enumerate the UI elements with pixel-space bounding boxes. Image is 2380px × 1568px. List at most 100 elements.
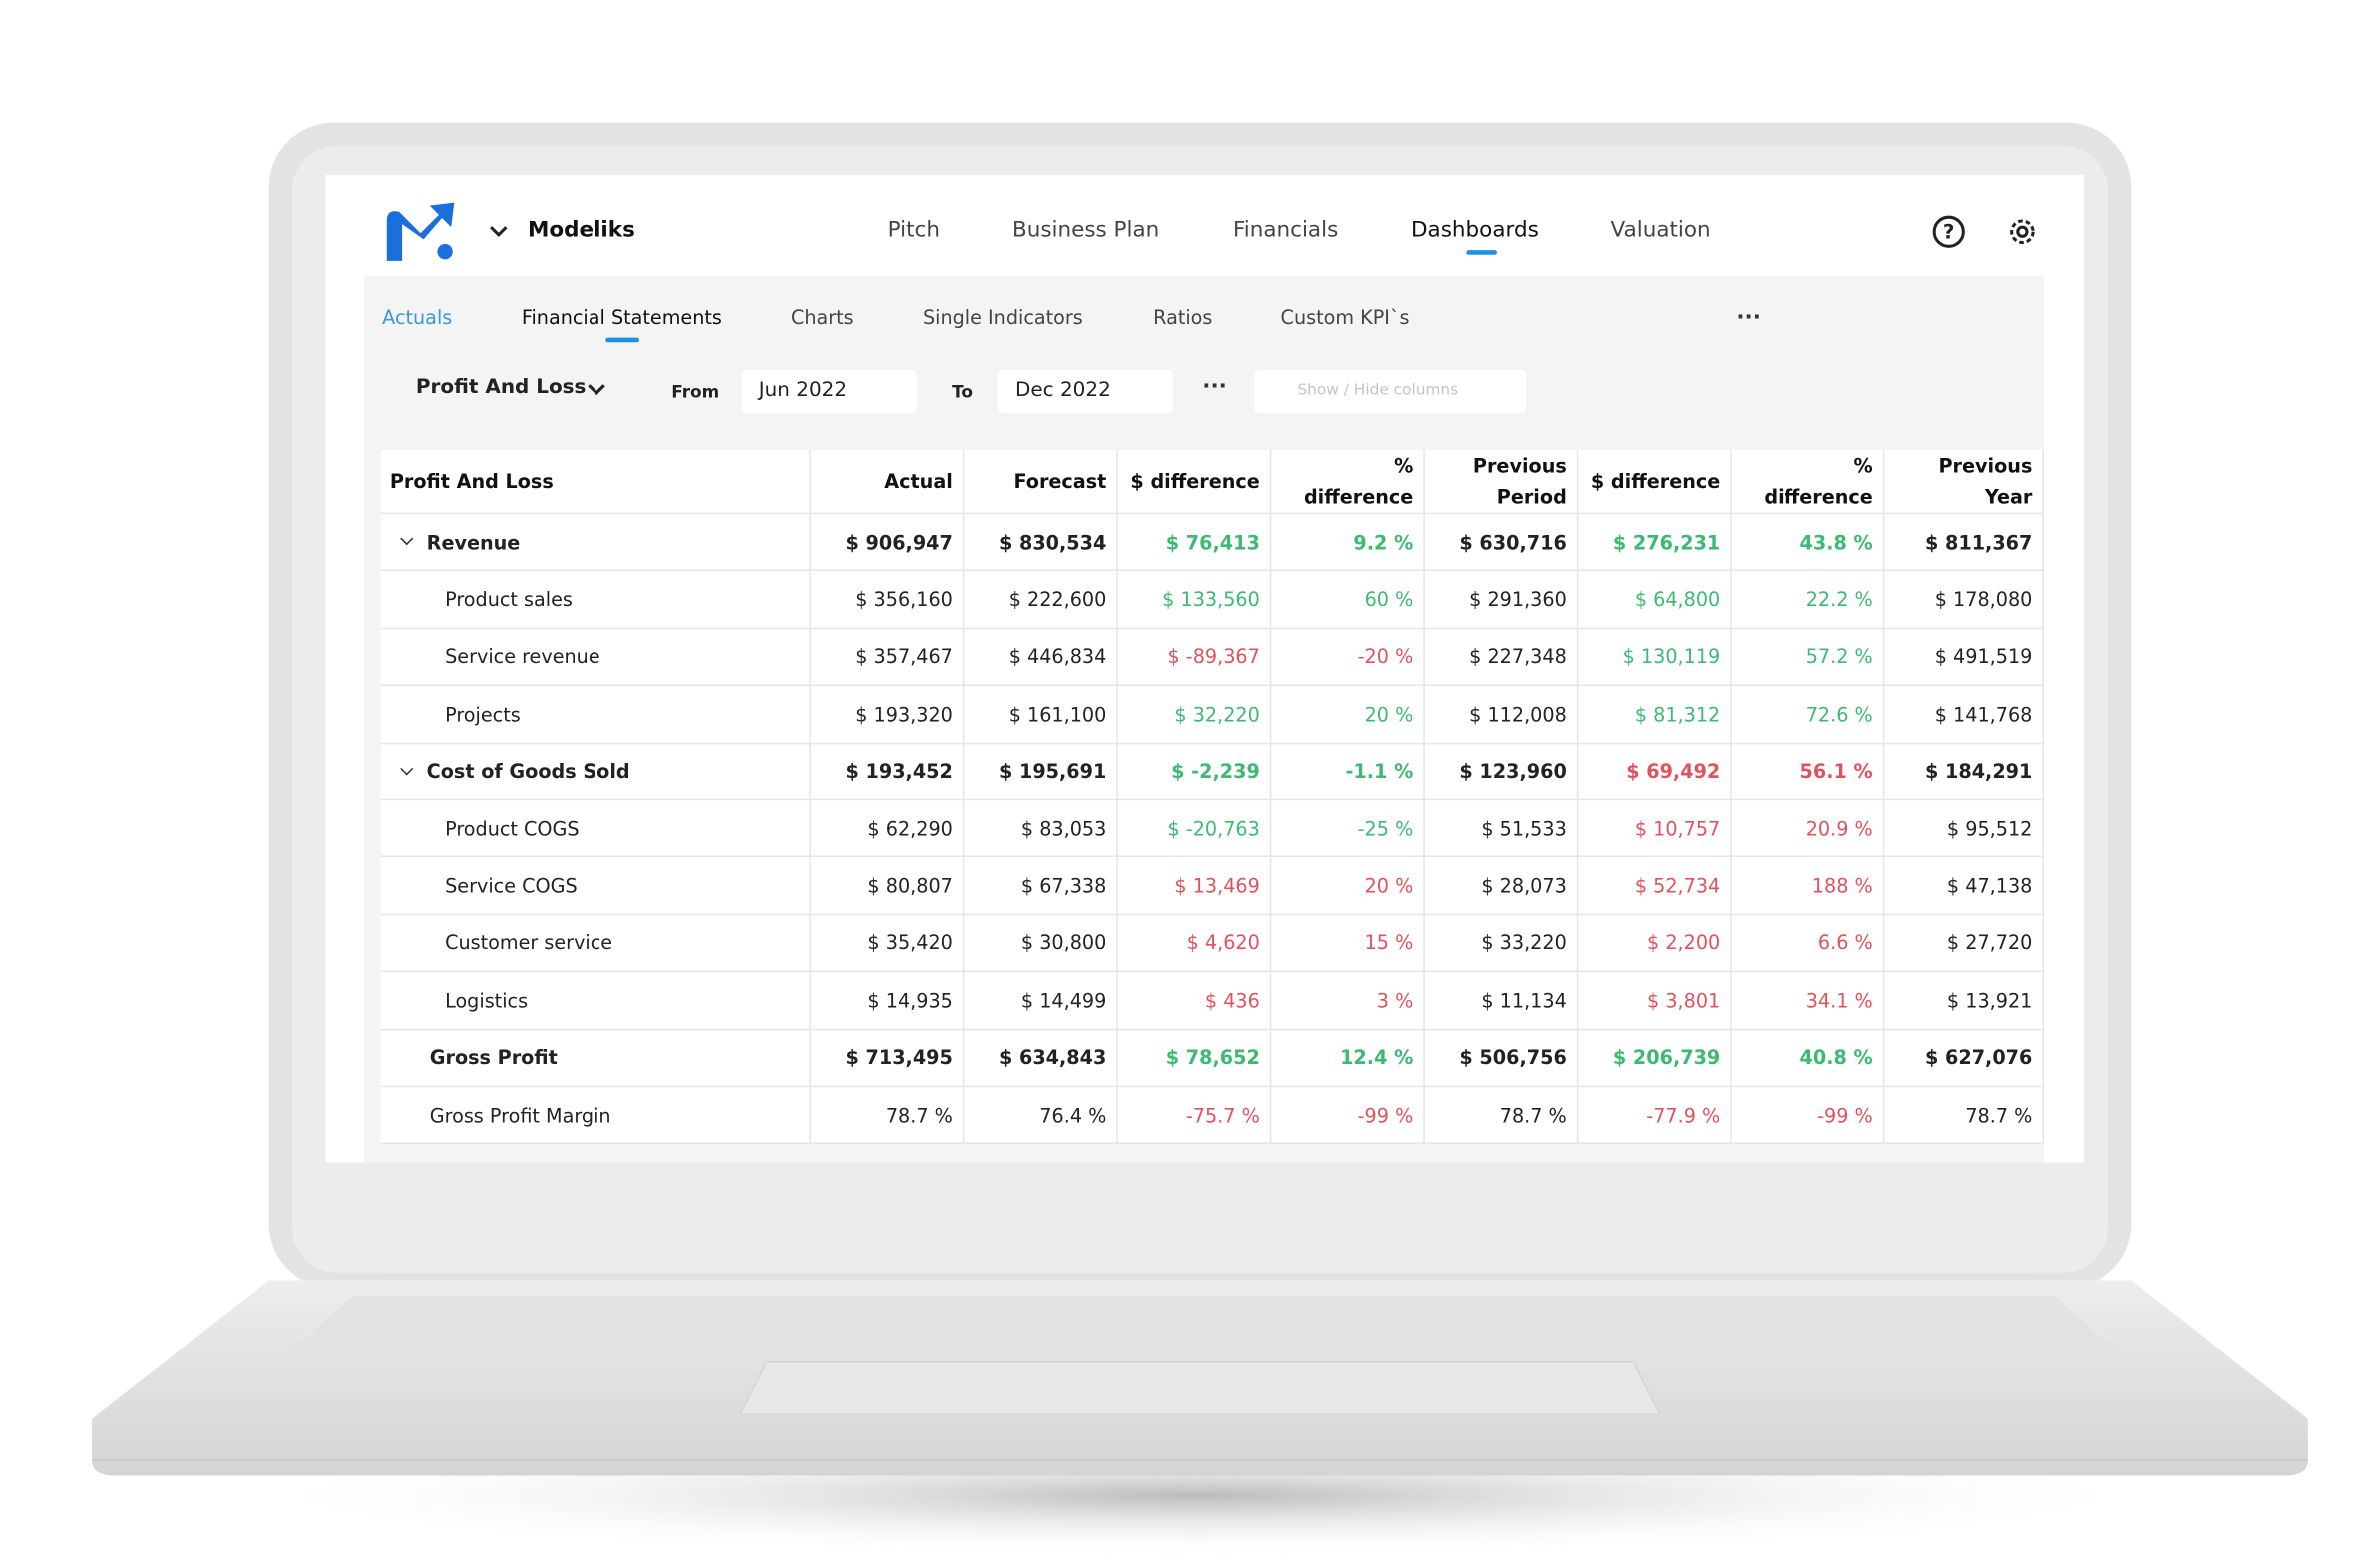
value-cell: 20 % — [1269, 685, 1425, 744]
value-cell: $ 11,134 — [1423, 971, 1578, 1030]
value-cell: $ 35,420 — [809, 914, 964, 973]
to-input[interactable] — [998, 369, 1174, 413]
logo — [386, 202, 455, 261]
row-label: Logistics — [445, 988, 529, 1012]
value-cell: $ 630,716 — [1423, 513, 1578, 572]
value-cell: $ 446,834 — [962, 628, 1118, 687]
value-cell: 72.6 % — [1730, 685, 1884, 744]
sub-tab[interactable]: Charts — [790, 305, 854, 329]
value-cell: $ 81,312 — [1576, 685, 1732, 744]
value-cell: $ 811,367 — [1882, 513, 2044, 572]
expand-chevron[interactable] — [400, 761, 414, 775]
row-label-cell: Product COGS — [380, 799, 811, 858]
row-label-cell: Gross Profit Margin — [380, 1086, 811, 1145]
value-cell: $ 64,800 — [1576, 570, 1732, 629]
value-cell: $ 184,291 — [1882, 742, 2044, 801]
value-cell: $ 33,220 — [1423, 914, 1578, 973]
value-cell: $ 193,452 — [809, 742, 964, 801]
nav-item[interactable]: Dashboards — [1411, 217, 1539, 243]
value-cell: $ 178,080 — [1882, 570, 2044, 629]
pl-table: Profit And Loss Actual Forecast $ differenc… — [380, 449, 2044, 1145]
row-label-cell: Service COGS — [380, 856, 811, 915]
nav-item[interactable]: Financials — [1232, 217, 1339, 243]
expand-chevron[interactable] — [400, 532, 414, 546]
sub-tab[interactable]: Single Indicators — [922, 305, 1083, 329]
value-cell: $ 222,600 — [962, 570, 1118, 629]
value-cell: -1.1 % — [1269, 742, 1425, 801]
value-cell: $ 291,360 — [1423, 570, 1578, 629]
columns-button-label[interactable]: Show / Hide columns — [1297, 382, 1459, 400]
brand-chevron[interactable] — [488, 221, 509, 242]
table-row: Service revenue $ 357,467 $ 446,834 $ -89,3… — [380, 628, 2044, 687]
sub-tab[interactable]: Actuals — [382, 305, 453, 329]
value-cell: -99 % — [1730, 1086, 1884, 1145]
value-cell: $ 193,320 — [809, 685, 964, 744]
value-cell: $ 3,801 — [1576, 971, 1732, 1030]
value-cell: $ 2,200 — [1576, 914, 1732, 973]
more-tabs[interactable]: ··· — [1736, 305, 1761, 330]
row-label-cell: Logistics — [380, 971, 811, 1030]
value-cell: $ 27,720 — [1882, 914, 2044, 973]
row-label-cell: Gross Profit — [380, 1028, 811, 1088]
value-cell: $ 227,348 — [1423, 628, 1578, 687]
value-cell: -99 % — [1269, 1086, 1425, 1145]
value-cell: $ 80,807 — [809, 856, 964, 915]
value-cell: $ 130,119 — [1576, 628, 1732, 687]
value-cell: $ 436 — [1116, 971, 1271, 1030]
sub-tab[interactable]: Custom KPI`s — [1280, 305, 1410, 329]
value-cell: 60 % — [1269, 570, 1425, 629]
value-cell: 56.1 % — [1730, 742, 1884, 801]
tab-underline — [605, 337, 640, 343]
row-label: Service COGS — [445, 873, 578, 897]
row-label: Customer service — [445, 931, 613, 955]
settings-icon[interactable] — [2006, 215, 2040, 249]
value-cell: $ 276,231 — [1576, 513, 1732, 572]
table-row: Customer service $ 35,420 $ 30,800 $ 4,620 1… — [380, 914, 2044, 973]
from-input[interactable] — [741, 369, 917, 413]
value-cell: $ 634,843 — [962, 1028, 1118, 1088]
value-cell: $ -89,367 — [1116, 628, 1271, 687]
row-label-cell: Projects — [380, 685, 811, 744]
value-cell: $ 713,495 — [809, 1028, 964, 1088]
column-header: Forecast — [962, 449, 1118, 515]
value-cell: 20.9 % — [1730, 799, 1884, 858]
nav-item[interactable]: Pitch — [887, 217, 940, 243]
row-label-cell: Customer service — [380, 914, 811, 973]
sub-tab[interactable]: Ratios — [1153, 305, 1213, 329]
value-cell: 6.6 % — [1730, 914, 1884, 973]
table-row: Service COGS $ 80,807 $ 67,338 $ 13,469 20 %… — [380, 856, 2044, 915]
nav-item[interactable]: Valuation — [1610, 217, 1711, 243]
value-cell: 15 % — [1269, 914, 1425, 973]
column-header: Actual — [809, 449, 964, 515]
value-cell: $ 13,921 — [1882, 971, 2044, 1030]
row-label-cell: Product sales — [380, 570, 811, 629]
nav-underline — [1466, 250, 1497, 255]
column-header: $ difference — [1116, 449, 1271, 515]
value-cell: $ 491,519 — [1882, 628, 2044, 687]
column-header: % difference — [1269, 449, 1425, 515]
report-chevron[interactable] — [586, 379, 606, 400]
value-cell: -75.7 % — [1116, 1086, 1271, 1145]
to-value[interactable]: Dec 2022 — [1015, 379, 1111, 403]
nav-item[interactable]: Business Plan — [1011, 217, 1160, 243]
to-label: To — [952, 382, 973, 403]
columns-button[interactable] — [1254, 369, 1527, 413]
report-select[interactable]: Profit And Loss — [415, 376, 587, 400]
value-cell: $ 112,008 — [1423, 685, 1578, 744]
value-cell: $ 356,160 — [809, 570, 964, 629]
table-row: Product sales $ 356,160 $ 222,600 $ 133,560… — [380, 570, 2044, 629]
value-cell: 12.4 % — [1269, 1028, 1425, 1088]
more-filters[interactable]: ··· — [1202, 374, 1227, 400]
value-cell: $ 195,691 — [962, 742, 1118, 801]
value-cell: $ -2,239 — [1116, 742, 1271, 801]
brand-name[interactable]: Modeliks — [527, 217, 635, 243]
sub-tab[interactable]: Financial Statements — [521, 305, 722, 329]
from-value[interactable]: Jun 2022 — [758, 379, 848, 403]
table-row: Cost of Goods Sold $ 193,452 $ 195,691 $ -2… — [380, 742, 2044, 801]
value-cell: $ 67,338 — [962, 856, 1118, 915]
help-icon[interactable]: ? — [1932, 215, 1966, 249]
table-row: Product COGS $ 62,290 $ 83,053 $ -20,763 -25… — [380, 799, 2044, 858]
value-cell: $ 506,756 — [1423, 1028, 1578, 1088]
